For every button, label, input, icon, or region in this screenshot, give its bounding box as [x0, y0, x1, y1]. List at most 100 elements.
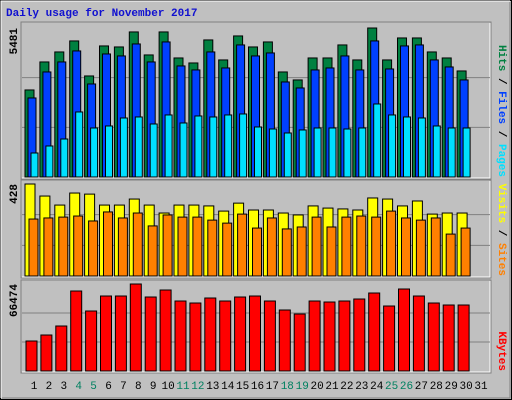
legend-separator: /: [495, 223, 507, 243]
x-tick-label: 26: [400, 381, 413, 393]
bar: [278, 309, 291, 372]
bar: [442, 304, 455, 372]
bar: [403, 116, 411, 178]
legend-entry: Visits: [495, 184, 507, 224]
x-tick-label: 30: [459, 381, 472, 393]
chart-title: Daily usage for November 2017: [6, 8, 197, 20]
legend: KBytes: [495, 331, 507, 371]
x-tick-label: 1: [31, 381, 38, 393]
panel-bevel: [22, 23, 491, 179]
x-tick-label: 21: [325, 381, 339, 393]
bar: [460, 227, 471, 277]
bar: [55, 325, 68, 372]
bar: [326, 226, 337, 277]
bar: [368, 292, 381, 372]
legend: Visits / Sites: [495, 184, 507, 276]
bar: [401, 217, 411, 277]
bar: [293, 313, 306, 372]
bar: [237, 213, 248, 277]
bar: [134, 116, 143, 178]
y-tick-label: 5481: [9, 28, 21, 55]
bar: [177, 216, 188, 277]
legend-entry: KBytes: [495, 331, 507, 371]
bar: [283, 132, 292, 178]
legend: Hits / Files / Pages: [495, 45, 507, 177]
x-tick-label: 13: [206, 381, 219, 393]
bar: [43, 217, 54, 277]
x-tick-label: 28: [430, 381, 443, 393]
bar: [398, 288, 410, 372]
bar: [373, 103, 382, 178]
bar: [222, 222, 233, 277]
x-tick-label: 18: [281, 381, 294, 393]
x-tick-label: 11: [176, 381, 190, 393]
bar: [328, 127, 337, 178]
bar: [25, 340, 38, 372]
bar: [308, 300, 321, 372]
bar: [457, 304, 470, 372]
bar: [219, 300, 232, 372]
x-tick-label: 29: [445, 381, 458, 393]
bar: [252, 227, 262, 277]
bar: [447, 127, 456, 178]
x-tick-label: 24: [370, 381, 384, 393]
panel-bevel: [22, 281, 491, 373]
bar: [90, 127, 99, 178]
bar: [313, 127, 322, 178]
bar: [323, 301, 336, 372]
bar: [417, 117, 426, 178]
bar: [296, 226, 307, 277]
x-tick-label: 10: [161, 381, 174, 393]
bar: [60, 138, 69, 178]
bar: [28, 218, 39, 277]
x-tick-label: 14: [221, 381, 235, 393]
bar: [179, 122, 188, 178]
bar: [343, 128, 352, 178]
bar: [162, 214, 173, 277]
bar: [263, 300, 276, 372]
bar: [194, 115, 203, 178]
bar: [100, 295, 112, 372]
x-tick-label: 19: [296, 381, 309, 393]
panel-bevel: [22, 181, 491, 278]
x-tick-label: 9: [150, 381, 157, 393]
bar: [383, 305, 396, 372]
bar: [341, 216, 352, 277]
bar: [239, 113, 248, 178]
bar: [430, 217, 441, 277]
x-tick-label: 27: [415, 381, 428, 393]
x-tick-label: 2: [46, 381, 53, 393]
legend-entry: Hits: [495, 45, 507, 71]
x-tick-label: 15: [236, 381, 249, 393]
x-tick-label: 22: [340, 381, 353, 393]
bar: [159, 289, 172, 372]
bar: [386, 210, 397, 277]
bar: [45, 145, 54, 178]
bar: [338, 300, 351, 372]
x-tick-label: 23: [355, 381, 368, 393]
bar: [209, 116, 218, 178]
bar: [298, 129, 307, 178]
bar: [281, 228, 292, 277]
bar: [129, 283, 142, 372]
legend-entry: Pages: [495, 144, 507, 177]
bar: [149, 123, 158, 178]
bar: [114, 295, 127, 372]
bar: [353, 298, 366, 372]
bar: [268, 128, 277, 178]
bar: [388, 114, 397, 178]
bar: [224, 114, 233, 178]
bar: [234, 296, 247, 372]
bar: [249, 295, 261, 372]
bar: [204, 297, 217, 372]
bar: [371, 216, 382, 277]
bar: [356, 215, 367, 277]
x-tick-label: 4: [75, 381, 82, 393]
x-tick-label: 12: [191, 381, 204, 393]
bar: [415, 219, 426, 277]
bar: [358, 127, 367, 178]
bar: [174, 300, 187, 372]
